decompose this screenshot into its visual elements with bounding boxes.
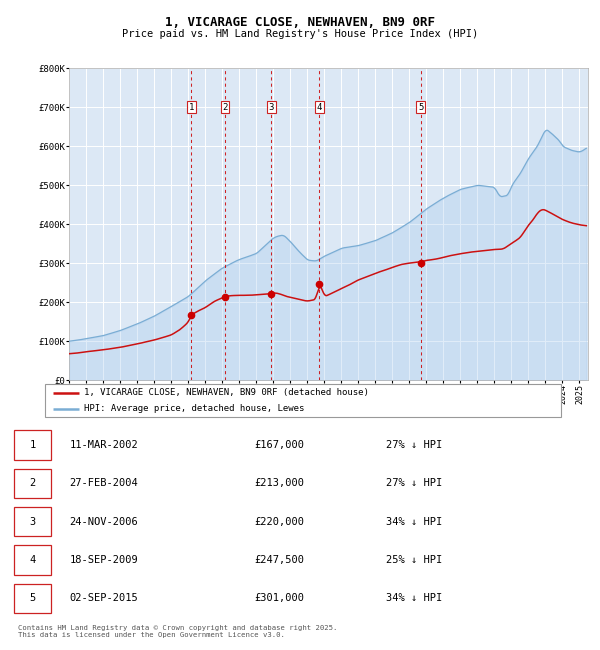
Text: 24-NOV-2006: 24-NOV-2006	[70, 517, 139, 526]
Text: 27% ↓ HPI: 27% ↓ HPI	[386, 478, 443, 488]
Text: 4: 4	[317, 103, 322, 112]
Text: £220,000: £220,000	[254, 517, 304, 526]
Text: 1, VICARAGE CLOSE, NEWHAVEN, BN9 0RF (detached house): 1, VICARAGE CLOSE, NEWHAVEN, BN9 0RF (de…	[83, 388, 368, 397]
Text: 34% ↓ HPI: 34% ↓ HPI	[386, 517, 443, 526]
Text: 27% ↓ HPI: 27% ↓ HPI	[386, 440, 443, 450]
Text: 5: 5	[418, 103, 424, 112]
FancyBboxPatch shape	[14, 469, 51, 498]
Text: 25% ↓ HPI: 25% ↓ HPI	[386, 555, 443, 565]
Text: 18-SEP-2009: 18-SEP-2009	[70, 555, 139, 565]
Text: 02-SEP-2015: 02-SEP-2015	[70, 593, 139, 603]
Text: £301,000: £301,000	[254, 593, 304, 603]
Text: Price paid vs. HM Land Registry's House Price Index (HPI): Price paid vs. HM Land Registry's House …	[122, 29, 478, 38]
Text: £167,000: £167,000	[254, 440, 304, 450]
Text: HPI: Average price, detached house, Lewes: HPI: Average price, detached house, Lewe…	[83, 404, 304, 413]
Text: 3: 3	[29, 517, 35, 526]
Text: £213,000: £213,000	[254, 478, 304, 488]
Text: 4: 4	[29, 555, 35, 565]
Text: 3: 3	[269, 103, 274, 112]
Text: Contains HM Land Registry data © Crown copyright and database right 2025.
This d: Contains HM Land Registry data © Crown c…	[18, 625, 337, 638]
FancyBboxPatch shape	[14, 507, 51, 536]
Text: 1: 1	[29, 440, 35, 450]
Text: 34% ↓ HPI: 34% ↓ HPI	[386, 593, 443, 603]
Text: 1, VICARAGE CLOSE, NEWHAVEN, BN9 0RF: 1, VICARAGE CLOSE, NEWHAVEN, BN9 0RF	[165, 16, 435, 29]
Text: 27-FEB-2004: 27-FEB-2004	[70, 478, 139, 488]
FancyBboxPatch shape	[14, 584, 51, 613]
Text: 11-MAR-2002: 11-MAR-2002	[70, 440, 139, 450]
FancyBboxPatch shape	[14, 545, 51, 575]
Text: 2: 2	[222, 103, 227, 112]
Text: £247,500: £247,500	[254, 555, 304, 565]
FancyBboxPatch shape	[14, 430, 51, 460]
Text: 5: 5	[29, 593, 35, 603]
Text: 1: 1	[188, 103, 194, 112]
Text: 2: 2	[29, 478, 35, 488]
